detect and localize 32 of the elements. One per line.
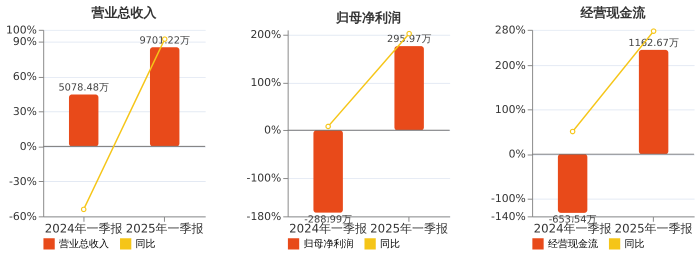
y-tick-label: -60%	[8, 210, 37, 223]
y-tick-label: 90%	[12, 34, 37, 48]
y-tick-label: -100%	[491, 192, 526, 206]
y-tick-label: 60%	[12, 70, 37, 83]
chart-title: 营业总收入	[90, 5, 158, 22]
x-tick-label: 2024年一季报	[44, 222, 123, 236]
y-tick-label: 200%	[494, 58, 526, 72]
legend-label: 营业总收入	[58, 238, 109, 250]
y-tick-label: 200%	[250, 28, 282, 42]
legend-label: 同比	[135, 238, 156, 250]
y-tick-label: 0%	[508, 148, 526, 161]
y-tick-label: 100%	[250, 76, 282, 89]
y-tick-label: -30%	[8, 174, 37, 188]
data-label: 5078.48万	[58, 82, 109, 94]
y-tick-label: 100%	[6, 23, 37, 36]
legend-label: 同比	[380, 238, 400, 250]
legend-label: 归母净利润	[303, 238, 354, 250]
chart-title: 归母净利润	[335, 10, 402, 26]
legend-label: 同比	[624, 238, 644, 250]
x-tick-label: 2025年一季报	[614, 222, 693, 236]
y-tick-label: -140%	[491, 210, 526, 223]
chart-title: 经营现金流	[580, 5, 647, 22]
y-tick-label: -100%	[246, 172, 282, 185]
x-tick-label: 2025年一季报	[370, 222, 448, 236]
y-tick-label: -180%	[246, 210, 282, 223]
legend-label: 经营现金流	[548, 238, 598, 250]
y-tick-label: 0%	[20, 140, 37, 153]
y-tick-label: 30%	[12, 104, 37, 118]
x-tick-label: 2025年一季报	[126, 222, 204, 236]
y-tick-label: 100%	[494, 103, 526, 116]
y-tick-label: 280%	[494, 23, 526, 36]
y-tick-label: 0%	[264, 124, 282, 137]
